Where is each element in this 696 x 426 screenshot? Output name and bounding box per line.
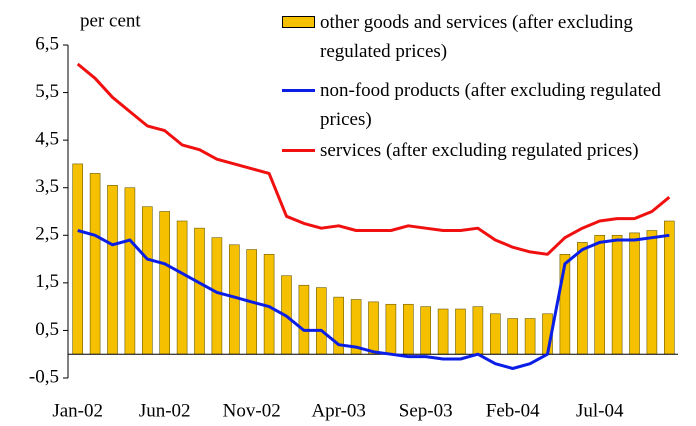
legend-item: services (after excluding regulated pric… <box>282 136 692 165</box>
legend-swatch <box>282 16 315 28</box>
bar <box>507 318 519 355</box>
bar <box>124 187 136 355</box>
bar <box>72 163 83 355</box>
bar <box>594 234 606 355</box>
legend-item: other goods and services (after excludin… <box>282 8 692 66</box>
bar <box>315 287 327 355</box>
bar <box>142 206 153 355</box>
bar <box>646 230 658 355</box>
x-tick-label: Jan-02 <box>52 400 103 421</box>
bar <box>489 313 501 355</box>
bar <box>211 237 223 355</box>
bar <box>159 211 170 355</box>
bar <box>420 306 432 355</box>
x-tick-label: Jun-02 <box>139 400 191 421</box>
legend-label: non-food products (after excluding regul… <box>320 80 661 130</box>
bar <box>455 308 466 355</box>
bar <box>176 220 188 355</box>
bar <box>629 232 640 355</box>
bar <box>576 242 588 355</box>
y-tick-label: 2,5 <box>35 224 59 245</box>
x-tick-label: Apr-03 <box>311 400 366 421</box>
legend-label: other goods and services (after excludin… <box>320 12 633 62</box>
y-tick-label: -0,5 <box>29 366 59 387</box>
bar <box>437 308 449 355</box>
bar <box>611 234 623 355</box>
bar <box>107 185 118 355</box>
y-tick-label: 6,5 <box>35 33 59 54</box>
y-tick-label: 4,5 <box>35 129 59 150</box>
bar <box>402 303 414 355</box>
bar <box>472 306 484 355</box>
legend-swatch <box>282 149 315 152</box>
legend-item: non-food products (after excluding regul… <box>282 76 692 134</box>
bar <box>368 301 379 355</box>
bar <box>298 284 310 355</box>
legend-label: services (after excluding regulated pric… <box>320 140 639 161</box>
bar <box>89 173 101 355</box>
line-series <box>76 62 671 256</box>
bar <box>524 318 536 355</box>
y-axis-label: per cent <box>80 10 141 31</box>
y-tick-label: 1,5 <box>35 271 59 292</box>
bar <box>385 303 397 355</box>
line-series <box>77 229 670 370</box>
x-tick-label: Jul-04 <box>576 400 624 421</box>
x-tick-label: Nov-02 <box>223 400 281 421</box>
bar <box>663 220 675 355</box>
y-tick-label: 0,5 <box>35 319 59 340</box>
legend-swatch <box>282 89 315 92</box>
bar <box>194 227 205 355</box>
y-tick-label: 3,5 <box>35 176 59 197</box>
x-tick-label: Sep-03 <box>399 400 453 421</box>
x-tick-label: Feb-04 <box>486 400 540 421</box>
y-tick-label: 5,5 <box>35 81 59 102</box>
